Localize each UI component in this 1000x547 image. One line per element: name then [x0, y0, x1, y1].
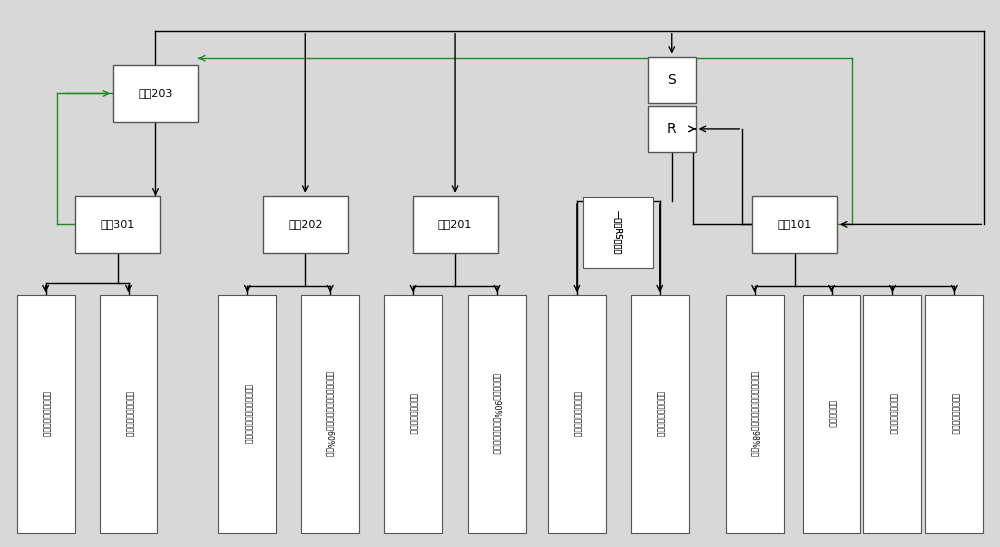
Text: R: R — [667, 122, 677, 136]
Text: 助磁变压器分路命令: 助磁变压器分路命令 — [888, 393, 897, 435]
Text: 主回路断路器合闸命令: 主回路断路器合闸命令 — [124, 391, 133, 437]
Text: S: S — [667, 73, 676, 87]
Text: 主回路断路器合闸命令: 主回路断路器合闸命令 — [572, 391, 581, 437]
Bar — [925, 295, 983, 533]
Text: —与门RS继电器: —与门RS继电器 — [613, 211, 622, 255]
Text: 非门101: 非门101 — [777, 219, 812, 229]
Bar — [468, 295, 526, 533]
Bar — [113, 65, 198, 122]
Bar — [726, 295, 784, 533]
Text: 主回路断路器合闸命令: 主回路断路器合闸命令 — [655, 391, 664, 437]
Bar — [17, 295, 75, 533]
Bar — [100, 295, 157, 533]
Text: 非门301: 非门301 — [100, 219, 135, 229]
Bar — [583, 197, 653, 268]
Text: 与门202: 与门202 — [288, 219, 323, 229]
Text: 助磁变压器空载时主变流小于98%命令: 助磁变压器空载时主变流小于98%命令 — [750, 371, 759, 457]
Bar — [301, 295, 359, 533]
Bar — [384, 295, 442, 533]
Text: 未接到同期指令合算: 未接到同期指令合算 — [950, 393, 959, 435]
Text: 与门203: 与门203 — [138, 89, 173, 98]
Bar — [75, 196, 160, 253]
Bar — [548, 295, 606, 533]
Text: 与门201: 与门201 — [438, 219, 472, 229]
Bar — [803, 295, 860, 533]
Text: 助磁变压器空载时主变流小于60%命令: 助磁变压器空载时主变流小于60%命令 — [326, 371, 335, 457]
Text: 机组电压大于90%額定电压计时目标: 机组电压大于90%額定电压计时目标 — [493, 373, 502, 455]
Bar — [648, 57, 696, 103]
Bar — [263, 196, 348, 253]
Text: 主回路断路器合闸命令: 主回路断路器合闸命令 — [41, 391, 50, 437]
Text: 合闸启动命令: 合闸启动命令 — [827, 400, 836, 428]
Bar — [648, 106, 696, 152]
Bar — [413, 196, 498, 253]
Bar — [863, 295, 921, 533]
Bar — [631, 295, 689, 533]
Bar — [218, 295, 276, 533]
Text: 助磁变压器分路续流起动命令: 助磁变压器分路续流起动命令 — [243, 384, 252, 444]
Text: —与门RS继电器: —与门RS继电器 — [613, 211, 622, 255]
Text: 助磁变压器分路命令: 助磁变压器分路命令 — [409, 393, 418, 435]
Bar — [752, 196, 837, 253]
